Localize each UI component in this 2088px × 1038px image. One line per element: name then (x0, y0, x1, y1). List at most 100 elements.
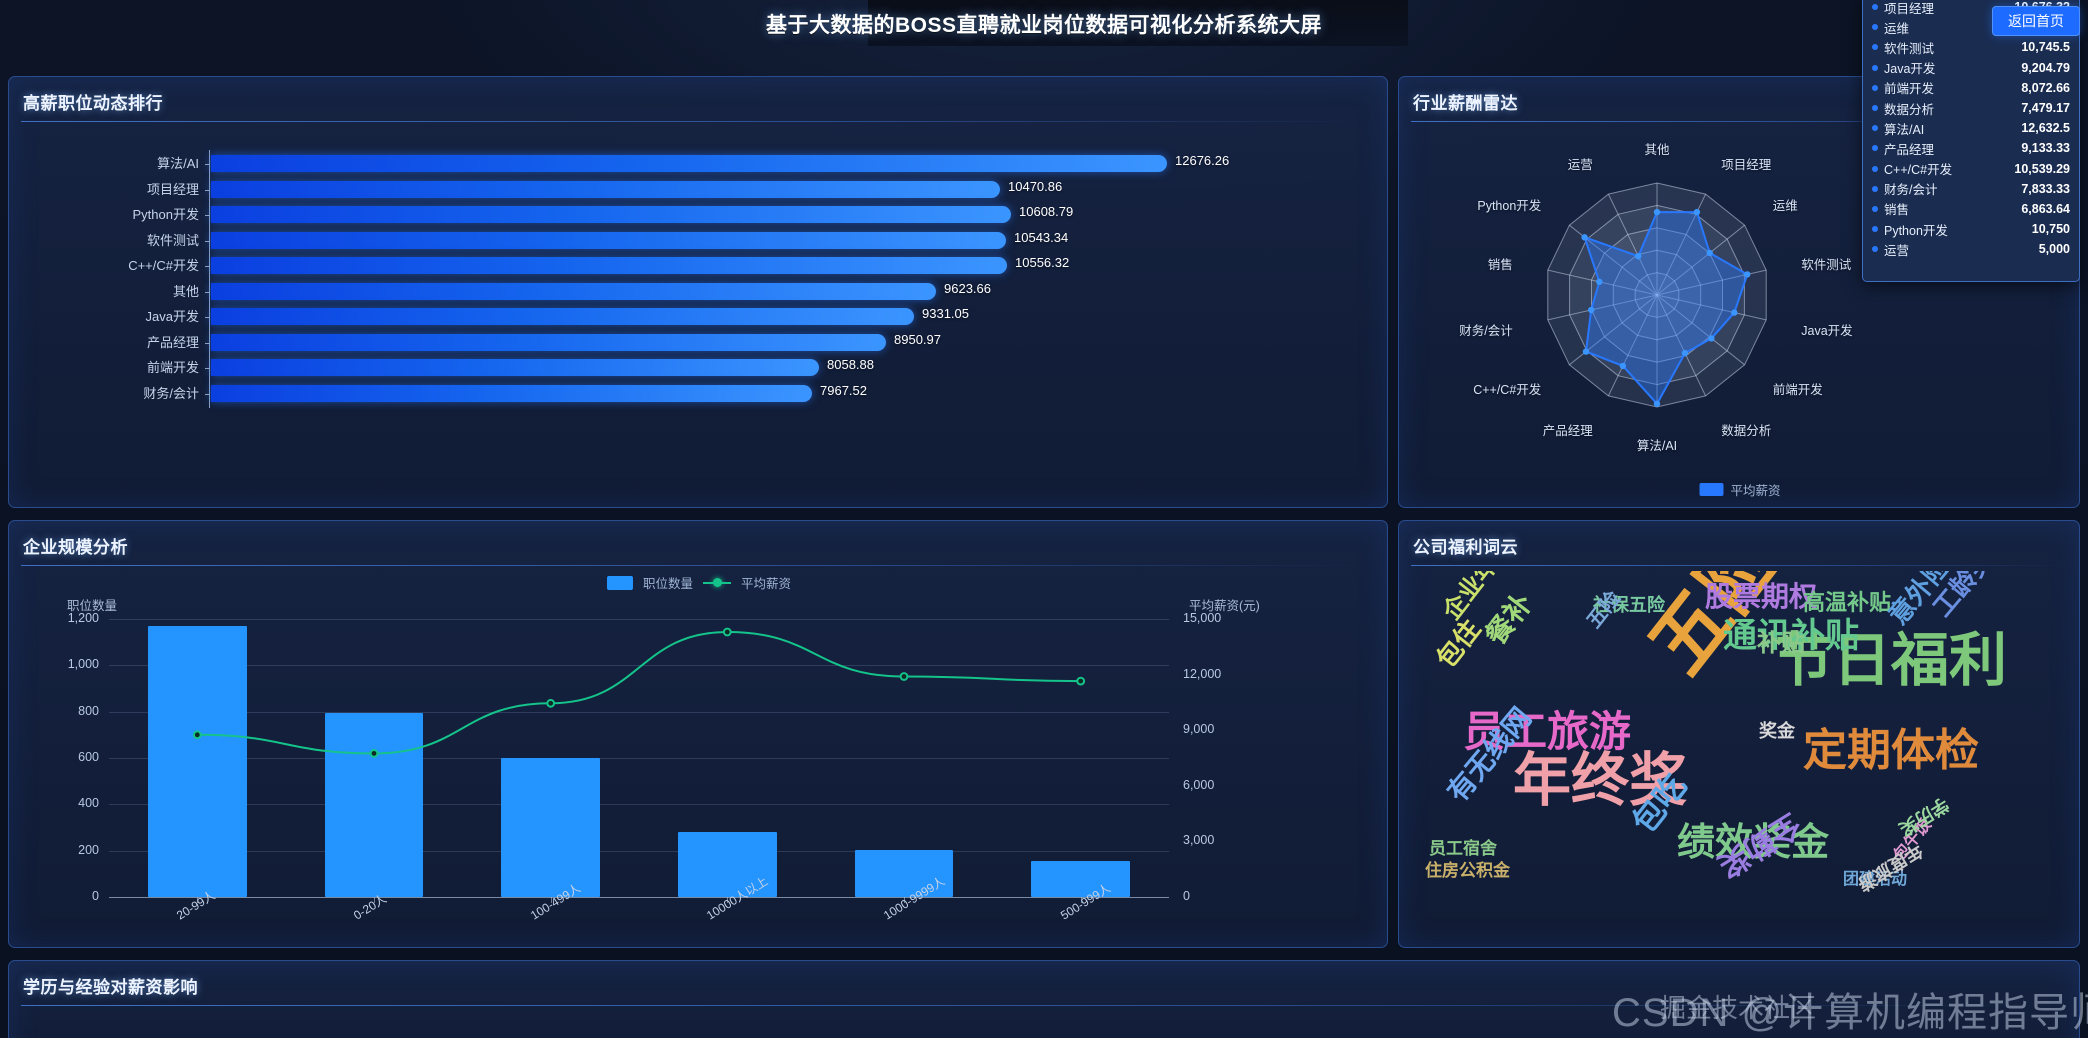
radar-axis-label: 软件测试 (1801, 258, 1852, 273)
back-to-home-button[interactable]: 返回首页 (1992, 6, 2080, 36)
wordcloud-word[interactable]: 通讯补贴 (1723, 616, 1859, 656)
bar-category-label: 财务/会计 (143, 385, 199, 401)
x-axis-tick (550, 897, 552, 903)
column-bar[interactable] (854, 849, 954, 897)
line-data-point[interactable] (546, 698, 556, 708)
legend-line-label: 平均薪资 (741, 577, 792, 591)
bar-value-label: 9331.05 (922, 306, 969, 321)
horizontal-bar-chart[interactable]: 算法/AI 12676.26 项目经理 10470.86 Python开发 10608.7… (9, 135, 1389, 505)
radar-data-point[interactable] (1653, 400, 1661, 407)
column-bar[interactable] (501, 758, 601, 897)
wordcloud-word[interactable]: 住房公积金 (1425, 861, 1510, 881)
wordcloud-word[interactable]: 定期体检 (1803, 725, 1979, 776)
radar-data-point[interactable] (1619, 362, 1627, 370)
radar-chart[interactable]: 平均薪资 其他 项目经理 运维 软件测试 Java开发 前端开发 数据分析 算法/AI 产品经理… (1399, 127, 2081, 507)
combo-bar-line-chart[interactable]: 职位数量 平均薪资 职位数量 平均薪资(元) 0 200 400 600 800 1,00… (9, 573, 1389, 949)
bar-track (211, 206, 1011, 223)
bar-row[interactable]: 项目经理 10470.86 (9, 175, 1389, 203)
radar-spoke (1607, 193, 1658, 296)
radar-data-point[interactable] (1731, 309, 1738, 316)
wordcloud-word[interactable]: 包住 (1431, 614, 1488, 675)
bar-category-label: 产品经理 (146, 334, 199, 350)
wordcloud-word[interactable]: 员工旅游 (1463, 707, 1632, 756)
panel-title-wordcloud: 公司福利词云 (1413, 538, 1518, 557)
radar-data-point[interactable] (1596, 278, 1603, 285)
wordcloud-word[interactable]: 高温补贴 (1803, 591, 1892, 616)
tooltip-label: Java开发 (1884, 62, 1936, 77)
axis-tick (205, 291, 210, 293)
wordcloud-word[interactable]: 股票期权 (1705, 580, 1818, 613)
tooltip-label: Python开发 (1884, 223, 1948, 238)
wordcloud-word[interactable]: 绩效奖金 (1677, 820, 1830, 864)
radar-axis-label: 销售 (1487, 258, 1513, 273)
bar-row[interactable]: 软件测试 10543.34 (9, 226, 1389, 254)
line-data-point[interactable] (722, 627, 732, 637)
tooltip-row: 产品经理 9,133.33 (1872, 138, 2070, 158)
bar-fill (211, 282, 936, 300)
wordcloud-word[interactable]: 补贴 (1757, 629, 1805, 657)
radar-tooltip: 项目经理10,676.32运维7,828.36软件测试10,745.5Java开… (1862, 0, 2080, 282)
tooltip-label: 算法/AI (1884, 122, 1925, 137)
bar-value-label: 12676.26 (1175, 153, 1230, 168)
wordcloud-word[interactable]: 社保五险 (1593, 595, 1665, 616)
wordcloud-word[interactable]: 年终奖 (1513, 746, 1688, 814)
y-axis-right-tick: 15,000 (1183, 611, 1222, 625)
axis-tick (205, 342, 210, 344)
bar-row[interactable]: 产品经理 8950.97 (9, 328, 1389, 356)
bar-value-label: 8058.88 (827, 357, 874, 372)
wordcloud-word[interactable]: 团建活动 (1843, 869, 1908, 888)
bar-track (211, 257, 1007, 274)
bar-row[interactable]: 其他 9623.66 (9, 277, 1389, 305)
radar-legend-label: 平均薪资 (1730, 484, 1781, 498)
tooltip-row: 运营 5,000 (1872, 239, 2070, 259)
wordcloud-word[interactable]: 奖金 (1759, 721, 1795, 742)
tooltip-row: 软件测试 10,745.5 (1872, 37, 2070, 57)
bar-row[interactable]: C++/C#开发 10556.32 (9, 251, 1389, 279)
tooltip-label: 运维 (1884, 21, 1910, 36)
bar-row[interactable]: 算法/AI 12676.26 (9, 149, 1389, 177)
radar-legend[interactable]: 平均薪资 (1699, 480, 1781, 499)
wordcloud-word[interactable]: 全勤奖 (1711, 805, 1807, 884)
radar-data-point[interactable] (1706, 249, 1713, 257)
wordcloud-word[interactable]: 节日福利 (1775, 626, 2008, 694)
tooltip-value: 9,204.79 (2021, 60, 2070, 75)
tooltip-row: 算法/AI 12,632.5 (1872, 118, 2070, 138)
tooltip-series-dot (1872, 4, 1878, 11)
column-bar[interactable] (677, 832, 777, 897)
bar-row[interactable]: Java开发 9331.05 (9, 302, 1389, 330)
tooltip-value: 10,745.5 (2021, 40, 2070, 55)
bar-row[interactable]: 前端开发 8058.88 (9, 353, 1389, 381)
radar-data-point[interactable] (1653, 208, 1661, 216)
radar-data-point[interactable] (1635, 253, 1642, 260)
y-axis-right-tick: 12,000 (1183, 666, 1222, 681)
tooltip-value: 6,863.64 (2021, 201, 2070, 216)
column-bar[interactable] (1031, 861, 1131, 897)
wordcloud-word[interactable]: 员工宿舍 (1429, 839, 1497, 859)
wordcloud-canvas[interactable]: 五险一金节日福利年终奖定期体检员工旅游绩效奖金通讯补贴股票期权全勤奖包吃高温补贴… (1405, 571, 2075, 943)
line-data-point[interactable] (1076, 676, 1086, 686)
bar-track (211, 359, 819, 376)
radar-data-point[interactable] (1744, 271, 1751, 278)
bar-category-label: 其他 (172, 283, 199, 299)
bar-fill (211, 359, 819, 376)
column-bar[interactable] (147, 625, 247, 897)
column-bar[interactable] (324, 712, 424, 897)
radar-data-point[interactable] (1581, 234, 1588, 241)
radar-data-point[interactable] (1681, 349, 1689, 357)
bar-row[interactable]: Python开发 10608.79 (9, 200, 1389, 228)
bar-track (211, 155, 1167, 172)
y-axis-right-tick: 9,000 (1183, 722, 1215, 737)
wordcloud-word[interactable]: 餐补 (1478, 587, 1540, 652)
tooltip-label: 软件测试 (1884, 41, 1935, 56)
radar-data-point[interactable] (1708, 335, 1715, 342)
y-axis-left-tick: 1,200 (67, 611, 99, 625)
bar-row[interactable]: 财务/会计 7967.52 (9, 379, 1389, 407)
combo-legend[interactable]: 职位数量 平均薪资 (606, 573, 792, 592)
legend-bar-swatch (606, 575, 633, 590)
line-data-point[interactable] (899, 672, 909, 681)
radar-data-point[interactable] (1588, 306, 1595, 314)
gridline (109, 758, 1169, 759)
radar-data-point[interactable] (1693, 208, 1701, 216)
radar-data-point[interactable] (1582, 348, 1590, 355)
